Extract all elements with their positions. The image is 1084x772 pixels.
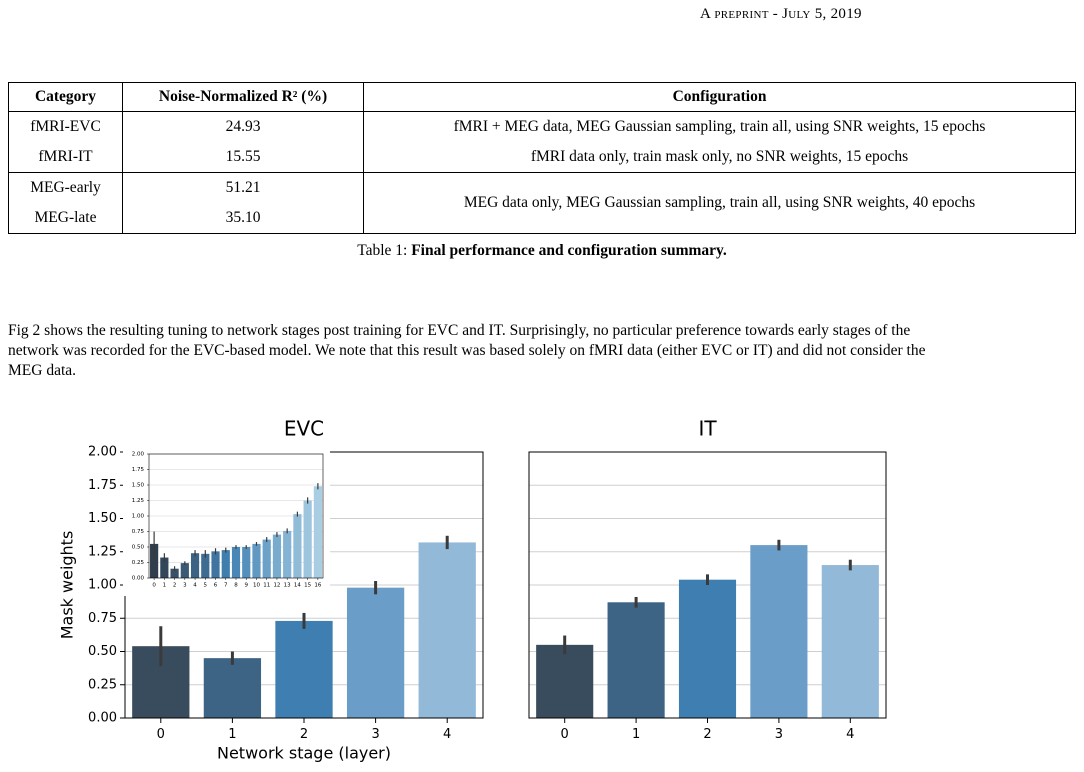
y-tick-label: 0.50	[132, 545, 145, 551]
chart-title: EVC	[284, 417, 324, 441]
bar	[821, 565, 879, 718]
x-tick-label: 0	[157, 727, 165, 742]
y-tick-label: 1.50	[132, 483, 145, 489]
y-tick-label: 0.25	[132, 560, 145, 566]
axes-frame	[528, 451, 887, 719]
x-tick-label: 3	[183, 582, 187, 588]
y-tick-label: 1.25	[88, 544, 117, 559]
x-tick-label: 16	[314, 582, 321, 588]
bar	[201, 553, 210, 578]
bar	[252, 543, 261, 578]
caption-text: Final performance and configuration summ…	[411, 242, 727, 259]
bar	[275, 620, 333, 718]
bar	[170, 568, 179, 578]
chart-title: IT	[698, 417, 717, 441]
table-cell: 24.93	[122, 111, 364, 142]
x-tick-label: 14	[294, 582, 301, 588]
x-tick-label: 4	[193, 582, 197, 588]
table-header: Noise-Normalized R² (%)	[122, 82, 364, 112]
table-cell: fMRI-EVC	[8, 111, 123, 142]
bar	[221, 550, 230, 578]
bar	[180, 563, 189, 578]
x-tick-label: 1	[163, 582, 167, 588]
y-tick-label: 1.75	[132, 467, 145, 473]
x-axis-label: Network stage (layer)	[217, 744, 391, 763]
bar	[418, 542, 476, 718]
y-tick-label: 1.75	[88, 478, 117, 493]
axes-frame	[148, 453, 324, 579]
bar	[231, 547, 241, 578]
paragraph: Fig 2 shows the resulting tuning to netw…	[8, 322, 926, 379]
x-tick-label: 8	[234, 582, 238, 588]
bar	[313, 486, 322, 578]
x-tick-label: 13	[284, 582, 291, 588]
bar	[242, 547, 251, 578]
x-tick-label: 15	[304, 582, 311, 588]
x-tick-label: 2	[173, 582, 177, 588]
y-tick-label: 2.00	[132, 452, 145, 458]
bar	[150, 543, 159, 578]
table-cell: 35.10	[122, 203, 364, 234]
table-cell: fMRI + MEG data, MEG Gaussian sampling, …	[363, 111, 1076, 142]
x-tick-label: 0	[561, 727, 569, 742]
y-tick-label: 1.00	[88, 578, 117, 593]
x-tick-label: 4	[846, 727, 854, 742]
bar	[283, 530, 292, 578]
table-header: Category	[8, 82, 123, 112]
figure: 0.000.250.500.751.001.251.501.752.000 1 2 3…	[58, 417, 887, 763]
y-tick-label: 0.00	[132, 576, 145, 582]
table-cell: fMRI data only, train mask only, no SNR …	[363, 142, 1076, 173]
bar	[272, 534, 282, 578]
x-tick-label: 3	[775, 727, 783, 742]
x-tick-label: 9	[244, 582, 248, 588]
x-tick-label: 1	[632, 727, 640, 742]
table-cell: MEG-early	[8, 172, 123, 203]
x-tick-label: 11	[263, 582, 270, 588]
bar	[190, 553, 200, 578]
y-tick-label: 0.75	[132, 529, 145, 535]
table-cell: MEG-late	[8, 203, 123, 234]
y-tick-label: 1.50	[88, 511, 117, 526]
x-tick-label: 0	[152, 582, 156, 588]
table-cell: fMRI-IT	[8, 142, 123, 173]
y-axis-label: Mask weights	[58, 531, 77, 640]
bar	[262, 539, 271, 578]
x-tick-label: 3	[371, 727, 379, 742]
table-header: Configuration	[363, 82, 1076, 112]
x-tick-label: 7	[224, 582, 228, 588]
bar	[303, 500, 312, 578]
x-tick-label: 1	[228, 727, 236, 742]
x-tick-label: 4	[443, 727, 451, 742]
table-cell: 51.21	[122, 172, 364, 203]
table: Category Noise-Normalized R² (%) Configu…	[8, 82, 1076, 234]
table-caption: Table 1: Final performance and configura…	[0, 242, 1084, 260]
bar	[160, 557, 169, 578]
y-tick-label: 1.00	[132, 514, 145, 520]
bar	[293, 514, 302, 578]
bar	[346, 587, 405, 718]
table-cell: MEG data only, MEG Gaussian sampling, tr…	[363, 172, 1076, 234]
x-tick-label: 6	[214, 582, 218, 588]
x-tick-label: 5	[204, 582, 208, 588]
caption-label: Table 1:	[357, 242, 408, 259]
bar	[678, 579, 737, 718]
x-tick-label: 12	[273, 582, 280, 588]
x-tick-label: 2	[300, 727, 308, 742]
y-tick-label: 0.25	[88, 677, 117, 692]
x-tick-label: 10	[253, 582, 260, 588]
bar	[536, 644, 594, 718]
bar	[203, 658, 262, 718]
y-tick-label: 2.00	[88, 445, 117, 460]
y-tick-label: 0.75	[88, 611, 117, 626]
y-tick-label: 1.25	[132, 498, 145, 504]
x-tick-label: 2	[703, 727, 711, 742]
running-header: A preprint - July 5, 2019	[700, 6, 862, 22]
table-cell: 15.55	[122, 142, 364, 173]
bar	[750, 545, 808, 718]
bar	[607, 602, 665, 718]
bar	[211, 551, 220, 578]
y-tick-label: 0.50	[88, 644, 117, 659]
y-tick-label: 0.00	[88, 711, 117, 726]
